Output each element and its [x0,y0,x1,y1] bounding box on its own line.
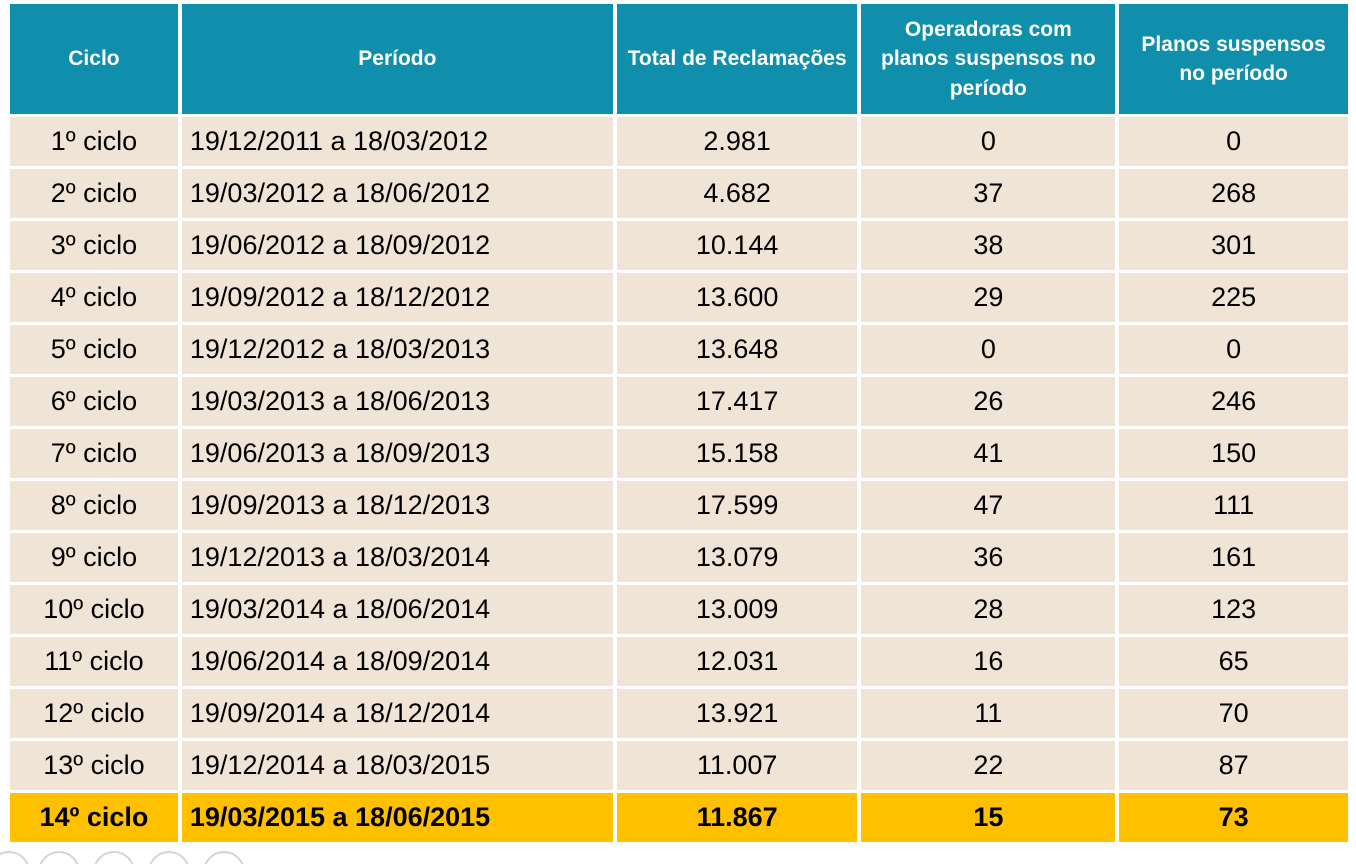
cell-operadoras: 29 [861,273,1116,322]
decorative-circle [93,851,135,864]
cell-periodo: 19/03/2013 a 18/06/2013 [181,377,613,426]
cell-periodo: 19/06/2013 a 18/09/2013 [181,429,613,478]
cell-periodo: 19/09/2014 a 18/12/2014 [181,689,613,738]
cell-operadoras: 11 [861,689,1116,738]
header-row: Ciclo Período Total de Reclamações Opera… [10,4,1348,114]
table-row: 13º ciclo 19/12/2014 a 18/03/2015 11.007… [10,741,1348,790]
cell-operadoras: 47 [861,481,1116,530]
cell-ciclo: 8º ciclo [10,481,178,530]
cell-planos: 65 [1119,637,1348,686]
table-body: 1º ciclo 19/12/2011 a 18/03/2012 2.981 0… [10,117,1348,842]
cell-ciclo: 2º ciclo [10,169,178,218]
cell-planos: 123 [1119,585,1348,634]
table-row: 8º ciclo 19/09/2013 a 18/12/2013 17.599 … [10,481,1348,530]
cell-operadoras: 0 [861,325,1116,374]
table-row: 6º ciclo 19/03/2013 a 18/06/2013 17.417 … [10,377,1348,426]
table-row: 5º ciclo 19/12/2012 a 18/03/2013 13.648 … [10,325,1348,374]
cell-planos: 73 [1119,793,1348,842]
table-row: 11º ciclo 19/06/2014 a 18/09/2014 12.031… [10,637,1348,686]
table-row: 3º ciclo 19/06/2012 a 18/09/2012 10.144 … [10,221,1348,270]
table-row-highlighted: 14º ciclo 19/03/2015 a 18/06/2015 11.867… [10,793,1348,842]
cell-planos: 268 [1119,169,1348,218]
cell-ciclo: 12º ciclo [10,689,178,738]
cell-ciclo: 3º ciclo [10,221,178,270]
table-header: Ciclo Período Total de Reclamações Opera… [10,4,1348,114]
cell-periodo: 19/12/2013 a 18/03/2014 [181,533,613,582]
decorative-circle [0,851,30,864]
cell-total: 17.417 [616,377,858,426]
cell-ciclo: 4º ciclo [10,273,178,322]
column-header-ciclo: Ciclo [10,4,178,114]
column-header-planos-suspensos: Planos suspensos no período [1119,4,1348,114]
cell-planos: 87 [1119,741,1348,790]
suspension-cycles-table: Ciclo Período Total de Reclamações Opera… [6,1,1352,845]
cell-operadoras: 16 [861,637,1116,686]
cell-periodo: 19/12/2014 a 18/03/2015 [181,741,613,790]
cell-ciclo: 6º ciclo [10,377,178,426]
cell-planos: 0 [1119,325,1348,374]
cell-operadoras: 26 [861,377,1116,426]
decorative-circle [203,851,245,864]
cell-planos: 150 [1119,429,1348,478]
cell-total: 13.009 [616,585,858,634]
cell-total: 13.648 [616,325,858,374]
cell-periodo: 19/09/2013 a 18/12/2013 [181,481,613,530]
cell-planos: 301 [1119,221,1348,270]
cell-total: 12.031 [616,637,858,686]
cell-total: 13.600 [616,273,858,322]
column-header-operadoras-suspensas: Operadoras com planos suspensos no perío… [861,4,1116,114]
table-row: 9º ciclo 19/12/2013 a 18/03/2014 13.079 … [10,533,1348,582]
cell-planos: 246 [1119,377,1348,426]
table-row: 1º ciclo 19/12/2011 a 18/03/2012 2.981 0… [10,117,1348,166]
cell-ciclo: 7º ciclo [10,429,178,478]
cell-total: 13.079 [616,533,858,582]
cell-ciclo: 1º ciclo [10,117,178,166]
cell-total: 10.144 [616,221,858,270]
cell-periodo: 19/06/2012 a 18/09/2012 [181,221,613,270]
cell-ciclo: 10º ciclo [10,585,178,634]
cell-periodo: 19/03/2015 a 18/06/2015 [181,793,613,842]
cell-total: 15.158 [616,429,858,478]
cell-operadoras: 22 [861,741,1116,790]
cell-planos: 0 [1119,117,1348,166]
cell-operadoras: 37 [861,169,1116,218]
table-row: 10º ciclo 19/03/2014 a 18/06/2014 13.009… [10,585,1348,634]
cell-total: 11.007 [616,741,858,790]
cell-operadoras: 36 [861,533,1116,582]
cell-ciclo: 9º ciclo [10,533,178,582]
cell-ciclo: 14º ciclo [10,793,178,842]
cell-operadoras: 41 [861,429,1116,478]
cell-planos: 111 [1119,481,1348,530]
decorative-circle [38,851,80,864]
cell-periodo: 19/03/2014 a 18/06/2014 [181,585,613,634]
cell-planos: 161 [1119,533,1348,582]
cell-operadoras: 15 [861,793,1116,842]
cell-ciclo: 11º ciclo [10,637,178,686]
cell-ciclo: 13º ciclo [10,741,178,790]
table-row: 2º ciclo 19/03/2012 a 18/06/2012 4.682 3… [10,169,1348,218]
cell-periodo: 19/06/2014 a 18/09/2014 [181,637,613,686]
cell-operadoras: 38 [861,221,1116,270]
cell-ciclo: 5º ciclo [10,325,178,374]
cell-operadoras: 0 [861,117,1116,166]
cell-total: 4.682 [616,169,858,218]
table-row: 7º ciclo 19/06/2013 a 18/09/2013 15.158 … [10,429,1348,478]
cell-periodo: 19/09/2012 a 18/12/2012 [181,273,613,322]
cell-total: 2.981 [616,117,858,166]
cell-planos: 225 [1119,273,1348,322]
cell-periodo: 19/12/2012 a 18/03/2013 [181,325,613,374]
table-row: 4º ciclo 19/09/2012 a 18/12/2012 13.600 … [10,273,1348,322]
cell-total: 13.921 [616,689,858,738]
cell-periodo: 19/03/2012 a 18/06/2012 [181,169,613,218]
cell-periodo: 19/12/2011 a 18/03/2012 [181,117,613,166]
cell-operadoras: 28 [861,585,1116,634]
column-header-periodo: Período [181,4,613,114]
cell-planos: 70 [1119,689,1348,738]
cell-total: 17.599 [616,481,858,530]
cell-total: 11.867 [616,793,858,842]
decorative-circle [148,851,190,864]
column-header-total-reclamacoes: Total de Reclamações [616,4,858,114]
table-row: 12º ciclo 19/09/2014 a 18/12/2014 13.921… [10,689,1348,738]
